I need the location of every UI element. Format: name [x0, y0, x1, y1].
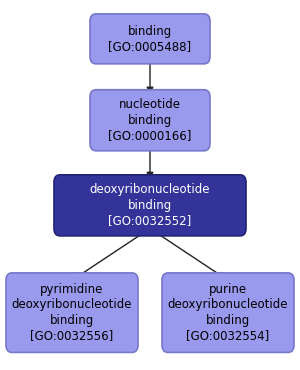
Text: nucleotide
binding
[GO:0000166]: nucleotide binding [GO:0000166] [108, 98, 192, 142]
Text: binding
[GO:0005488]: binding [GO:0005488] [108, 24, 192, 53]
FancyBboxPatch shape [90, 14, 210, 64]
FancyBboxPatch shape [162, 273, 294, 352]
FancyBboxPatch shape [6, 273, 138, 352]
FancyBboxPatch shape [54, 175, 246, 236]
Text: deoxyribonucleotide
binding
[GO:0032552]: deoxyribonucleotide binding [GO:0032552] [90, 184, 210, 227]
Text: pyrimidine
deoxyribonucleotide
binding
[GO:0032556]: pyrimidine deoxyribonucleotide binding [… [12, 283, 132, 342]
Text: purine
deoxyribonucleotide
binding
[GO:0032554]: purine deoxyribonucleotide binding [GO:0… [168, 283, 288, 342]
FancyBboxPatch shape [90, 90, 210, 151]
